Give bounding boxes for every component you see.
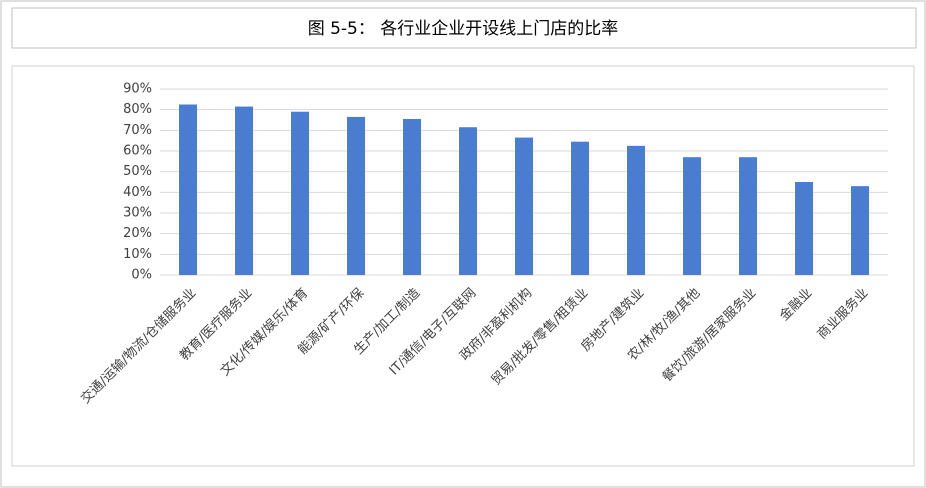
bar bbox=[627, 145, 645, 275]
bar bbox=[795, 182, 813, 275]
x-tick-label: 交通/运输/物流/仓储服务业 bbox=[78, 285, 200, 407]
bar bbox=[683, 157, 701, 275]
bar bbox=[235, 106, 253, 275]
bar bbox=[739, 157, 757, 275]
y-tick-label: 70% bbox=[123, 123, 152, 138]
title-box bbox=[11, 7, 917, 49]
bar bbox=[347, 116, 365, 276]
y-tick-label: 40% bbox=[123, 185, 152, 200]
y-tick-label: 30% bbox=[123, 206, 152, 221]
bar bbox=[459, 127, 477, 275]
y-tick-label: 0% bbox=[131, 268, 152, 283]
x-tick-label: 贸易/批发/零售/租赁业 bbox=[488, 285, 591, 388]
chart-title: 图 5-5： 各行业企业开设线上门店的比率 bbox=[308, 19, 619, 39]
x-tick-label: 商业服务业 bbox=[814, 285, 871, 342]
y-tick-label: 50% bbox=[123, 164, 152, 179]
y-tick-label: 20% bbox=[123, 226, 152, 241]
bar bbox=[179, 104, 197, 275]
y-tick-label: 80% bbox=[123, 102, 152, 117]
y-tick-label: 60% bbox=[123, 144, 152, 159]
bar bbox=[291, 111, 309, 275]
chart-box bbox=[11, 65, 915, 467]
y-tick-label: 10% bbox=[123, 247, 152, 262]
bar bbox=[851, 186, 869, 275]
bar bbox=[515, 137, 533, 275]
x-tick-label: 餐饮/旅游/居家服务业 bbox=[659, 285, 759, 385]
bar bbox=[571, 141, 589, 275]
x-tick-label: 金融业 bbox=[776, 285, 815, 324]
y-tick-label: 90% bbox=[123, 82, 152, 97]
bar bbox=[403, 118, 421, 275]
